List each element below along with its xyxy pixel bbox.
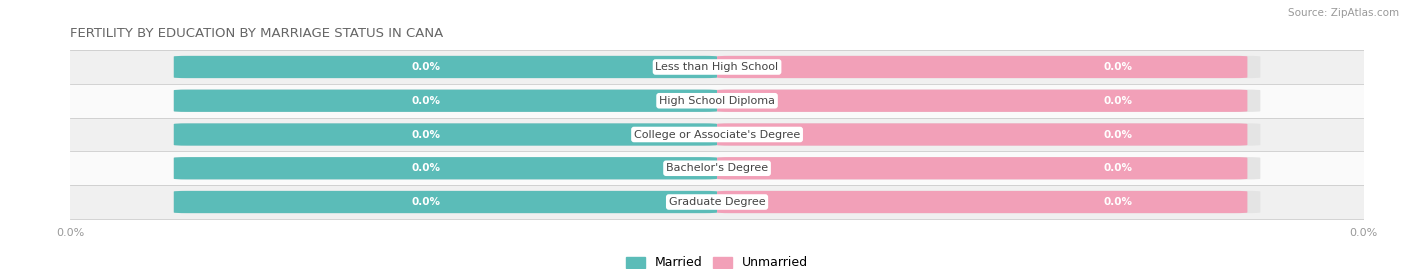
- Legend: Married, Unmarried: Married, Unmarried: [626, 256, 808, 269]
- Text: 0.0%: 0.0%: [1104, 129, 1133, 140]
- Text: 0.0%: 0.0%: [412, 197, 440, 207]
- Text: Bachelor's Degree: Bachelor's Degree: [666, 163, 768, 173]
- Text: Graduate Degree: Graduate Degree: [669, 197, 765, 207]
- FancyBboxPatch shape: [717, 56, 1247, 78]
- FancyBboxPatch shape: [717, 90, 1247, 112]
- Text: 0.0%: 0.0%: [412, 62, 440, 72]
- Text: 0.0%: 0.0%: [412, 96, 440, 106]
- Text: Less than High School: Less than High School: [655, 62, 779, 72]
- Text: College or Associate's Degree: College or Associate's Degree: [634, 129, 800, 140]
- FancyBboxPatch shape: [174, 191, 717, 213]
- Text: High School Diploma: High School Diploma: [659, 96, 775, 106]
- Text: 0.0%: 0.0%: [1104, 96, 1133, 106]
- FancyBboxPatch shape: [174, 56, 1260, 78]
- FancyBboxPatch shape: [174, 123, 717, 146]
- FancyBboxPatch shape: [717, 123, 1247, 146]
- Text: 0.0%: 0.0%: [412, 129, 440, 140]
- Text: 0.0%: 0.0%: [412, 163, 440, 173]
- Text: 0.0%: 0.0%: [1104, 163, 1133, 173]
- FancyBboxPatch shape: [174, 56, 717, 78]
- Bar: [70, 50, 1364, 84]
- FancyBboxPatch shape: [717, 157, 1247, 179]
- FancyBboxPatch shape: [174, 191, 1260, 213]
- Bar: [70, 151, 1364, 185]
- Text: 0.0%: 0.0%: [1104, 62, 1133, 72]
- Text: FERTILITY BY EDUCATION BY MARRIAGE STATUS IN CANA: FERTILITY BY EDUCATION BY MARRIAGE STATU…: [70, 27, 443, 40]
- FancyBboxPatch shape: [174, 90, 1260, 112]
- Bar: [70, 185, 1364, 219]
- FancyBboxPatch shape: [174, 157, 717, 179]
- Text: Source: ZipAtlas.com: Source: ZipAtlas.com: [1288, 8, 1399, 18]
- Text: 0.0%: 0.0%: [1104, 197, 1133, 207]
- Bar: [70, 118, 1364, 151]
- FancyBboxPatch shape: [174, 90, 717, 112]
- FancyBboxPatch shape: [174, 157, 1260, 179]
- FancyBboxPatch shape: [174, 123, 1260, 146]
- Bar: [70, 84, 1364, 118]
- FancyBboxPatch shape: [717, 191, 1247, 213]
